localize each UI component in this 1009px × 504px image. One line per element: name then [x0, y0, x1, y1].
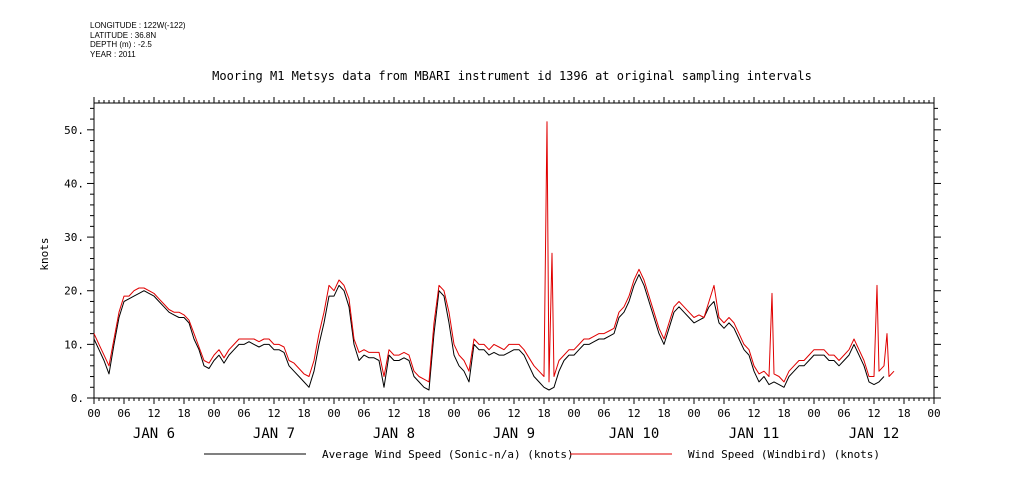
x-tick-label: 06 [477, 407, 490, 420]
x-tick-label: 12 [387, 407, 400, 420]
x-tick-label: 18 [897, 407, 910, 420]
day-label: JAN 8 [373, 426, 415, 442]
x-tick-label: 18 [417, 407, 430, 420]
y-tick-label: 10. [64, 338, 84, 351]
x-tick-label: 12 [627, 407, 640, 420]
legend-label-1: Average Wind Speed (Sonic-n/a) (knots) [322, 448, 574, 461]
day-label: JAN 12 [849, 426, 900, 442]
chart-title: Mooring M1 Metsys data from MBARI instru… [212, 69, 812, 83]
y-tick-label: 50. [64, 124, 84, 137]
x-tick-label: 18 [177, 407, 190, 420]
x-tick-label: 06 [357, 407, 370, 420]
x-tick-label: 06 [717, 407, 730, 420]
x-tick-label: 18 [537, 407, 550, 420]
x-tick-label: 00 [567, 407, 580, 420]
axes-frame: 00 06 12 18 00 06 12 18 00 06 12 18 00 06 12 18 00 06 12 18… [64, 97, 941, 442]
x-tick-label: 12 [507, 407, 520, 420]
x-tick-label: 00 [87, 407, 100, 420]
day-label: JAN 10 [609, 426, 660, 442]
x-tick-label: 06 [837, 407, 850, 420]
y-axis-label: knots [38, 237, 51, 270]
day-label: JAN 9 [493, 426, 535, 442]
day-label: JAN 7 [253, 426, 295, 442]
legend: Average Wind Speed (Sonic-n/a) (knots) Wi… [204, 448, 880, 461]
x-tick-label: 06 [117, 407, 130, 420]
x-tick-label: 00 [447, 407, 460, 420]
plot-frame [93, 102, 935, 399]
x-tick-label: 06 [597, 407, 610, 420]
depth-text: DEPTH (m) : -2.5 [90, 40, 152, 49]
latitude-text: LATITUDE : 36.8N [90, 30, 157, 40]
x-tick-label: 12 [747, 407, 760, 420]
x-tick-label: 06 [237, 407, 250, 420]
legend-label-2: Wind Speed (Windbird) (knots) [688, 448, 880, 461]
y-tick-label: 40. [64, 177, 84, 190]
x-tick-label: 18 [297, 407, 310, 420]
metadata-block: LONGITUDE : 122W(-122) LATITUDE : 36.8N … [90, 21, 186, 59]
series-line-1 [93, 274, 885, 391]
longitude-text: LONGITUDE : 122W(-122) [90, 21, 186, 30]
x-tick-label: 00 [327, 407, 340, 420]
y-tick-label: 20. [64, 285, 84, 298]
x-tick-label: 18 [777, 407, 790, 420]
x-tick-label: 00 [927, 407, 940, 420]
y-tick-label: 30. [64, 231, 84, 244]
day-label: JAN 11 [729, 426, 780, 442]
x-tick-label: 12 [267, 407, 280, 420]
day-label: JAN 6 [133, 426, 175, 442]
x-tick-label: 12 [147, 407, 160, 420]
x-tick-label: 00 [807, 407, 820, 420]
x-tick-label: 00 [207, 407, 220, 420]
series-layer [93, 121, 895, 391]
series-line-2 [93, 121, 895, 383]
x-tick-label: 00 [687, 407, 700, 420]
y-tick-label: 0. [71, 392, 84, 405]
year-text: YEAR : 2011 [90, 49, 136, 59]
x-tick-label: 18 [657, 407, 670, 420]
x-tick-label: 12 [867, 407, 880, 420]
